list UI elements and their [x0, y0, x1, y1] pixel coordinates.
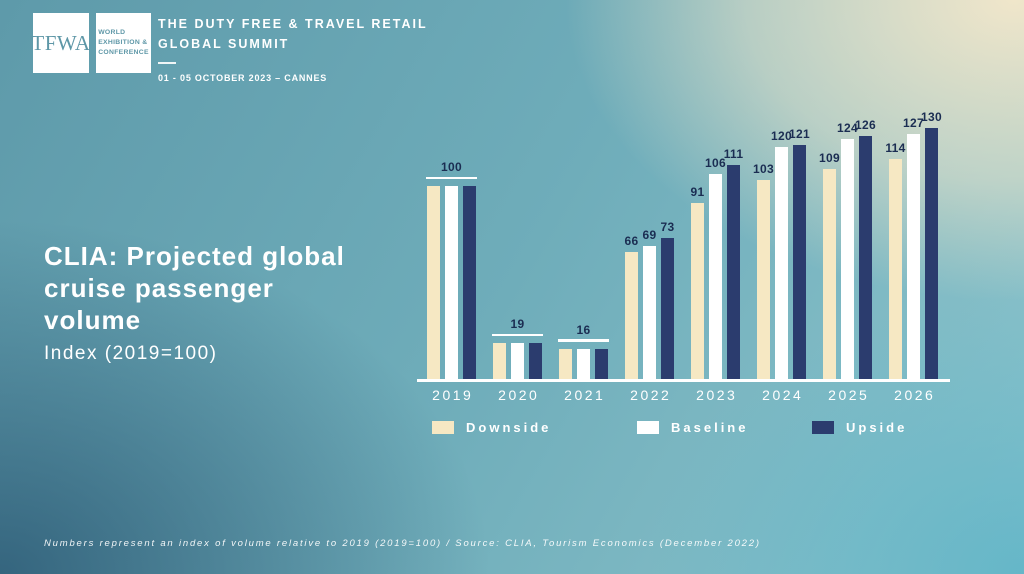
bar-2021-baseline — [577, 349, 590, 380]
bar-2022-baseline — [643, 246, 656, 380]
bar-value-label-2024-baseline: 120 — [771, 129, 792, 144]
bar-value-label-2026-upside: 130 — [921, 109, 942, 124]
x-axis-line — [417, 379, 950, 382]
header-divider-dash — [158, 62, 176, 64]
event-header: THE DUTY FREE & TRAVEL RETAIL GLOBAL SUM… — [158, 14, 428, 83]
bar-2020-downside — [493, 343, 506, 380]
bar-value-label-2025-downside: 109 — [819, 150, 840, 165]
bar-2025-baseline — [841, 139, 854, 380]
page-title-line-2: cruise passenger — [44, 273, 274, 303]
x-axis-label-2022: 2022 — [630, 387, 672, 403]
legend-item-baseline: Baseline — [637, 420, 748, 435]
group-value-label-2020: 19 — [510, 317, 525, 332]
bar-value-label-2025-upside: 126 — [855, 117, 876, 132]
bar-value-label-2023-upside: 111 — [723, 146, 744, 161]
logo-sub-line-3: CONFERENCE — [98, 48, 149, 56]
x-axis-label-2019: 2019 — [432, 387, 474, 403]
x-axis-label-2021: 2021 — [564, 387, 606, 403]
bar-2026-downside — [889, 159, 902, 380]
bar-2024-baseline — [775, 147, 788, 380]
bar-group-2022: 66 69 73 — [625, 96, 674, 380]
bar-group-2025: 109 124 126 — [819, 96, 876, 380]
bar-2019-downside — [427, 186, 440, 380]
bar-value-label-2025-baseline: 124 — [837, 121, 858, 136]
upside-swatch-icon — [812, 421, 834, 434]
x-axis-label-2020: 2020 — [498, 387, 540, 403]
page-subtitle: Index (2019=100) — [44, 343, 218, 364]
group-value-underline-2020 — [492, 333, 543, 337]
bar-value-label-2024-downside: 103 — [753, 162, 774, 177]
bar-2026-baseline — [907, 134, 920, 380]
logo-sub-line-1: WORLD — [98, 29, 126, 37]
downside-swatch-icon — [432, 421, 454, 434]
bar-value-label-2026-baseline: 127 — [903, 115, 924, 130]
tfwa-logo-text: TFWA — [31, 30, 91, 55]
bar-2024-upside — [793, 145, 806, 380]
legend-item-downside: Downside — [432, 420, 551, 435]
legend-label-downside: Downside — [466, 420, 552, 435]
bar-2023-downside — [691, 203, 704, 380]
legend-label-baseline: Baseline — [671, 420, 749, 435]
x-axis-label-2026: 2026 — [894, 387, 936, 403]
bar-value-label-2023-baseline: 106 — [705, 156, 726, 171]
bar-2022-upside — [661, 238, 674, 380]
bar-group-2026: 114 127 130 — [885, 96, 942, 380]
page-title-line-1: CLIA: Projected global — [44, 241, 345, 271]
bar-2020-upside — [529, 343, 542, 380]
bar-2024-downside — [757, 180, 770, 380]
bar-group-2020: 19 — [492, 96, 543, 380]
group-value-underline-2021 — [558, 339, 609, 342]
tfwa-logo: TFWA — [31, 13, 91, 73]
group-value-label-2019: 100 — [441, 160, 462, 174]
logo-sub-line-2: EXHIBITION & — [98, 39, 148, 47]
legend-item-upside: Upside — [812, 420, 907, 435]
bar-group-2021: 16 — [558, 96, 609, 380]
bar-2021-downside — [559, 349, 572, 380]
bar-2025-downside — [823, 169, 836, 380]
x-axis-label-2025: 2025 — [828, 387, 870, 403]
slide-title-block: CLIA: Projected global cruise passenger … — [44, 240, 345, 365]
bar-value-label-2022-upside: 73 — [660, 220, 675, 235]
page-title-line-3: volume — [44, 305, 142, 335]
event-title-line-1: THE DUTY FREE & TRAVEL RETAIL — [158, 17, 428, 31]
bar-2021-upside — [595, 349, 608, 380]
group-value-label-2021: 16 — [576, 322, 591, 337]
event-date: 01 - 05 OCTOBER 2023 – CANNES — [158, 73, 328, 83]
bar-value-label-2022-downside: 66 — [624, 233, 639, 248]
bar-group-2019: 100 — [426, 96, 477, 380]
event-title-line-2: GLOBAL SUMMIT — [158, 37, 290, 51]
source-note: Numbers represent an index of volume rel… — [44, 538, 761, 549]
bar-2023-baseline — [709, 174, 722, 380]
world-exhibition-conference-logo: WORLD EXHIBITION & CONFERENCE — [96, 13, 151, 73]
legend-label-upside: Upside — [846, 420, 908, 435]
group-value-underline-2019 — [426, 176, 477, 179]
logo-sub-lines: WORLD EXHIBITION & CONFERENCE — [98, 28, 149, 58]
bar-value-label-2022-baseline: 69 — [642, 228, 657, 243]
bar-2026-upside — [925, 128, 938, 380]
bar-value-label-2023-downside: 91 — [690, 185, 705, 200]
x-axis-label-2023: 2023 — [696, 387, 738, 403]
bar-chart: 100 19 16 66 69 73 91 106 111 103 120 121 109 124 126 1… — [426, 96, 942, 380]
bar-2019-upside — [463, 186, 476, 380]
bar-2023-upside — [727, 165, 740, 380]
bar-value-label-2024-upside: 121 — [789, 127, 810, 142]
x-axis-labels: 2019 2020 2021 2022 2023 2024 2025 2026 — [427, 387, 938, 403]
bar-2025-upside — [859, 136, 872, 380]
bar-2019-baseline — [445, 186, 458, 380]
x-axis-label-2024: 2024 — [762, 387, 804, 403]
baseline-swatch-icon — [637, 421, 659, 434]
bar-group-2023: 91 106 111 — [690, 96, 743, 380]
bar-2020-baseline — [511, 343, 524, 380]
bar-value-label-2026-downside: 114 — [885, 140, 906, 155]
bar-group-2024: 103 120 121 — [753, 96, 810, 380]
bar-2022-downside — [625, 252, 638, 380]
